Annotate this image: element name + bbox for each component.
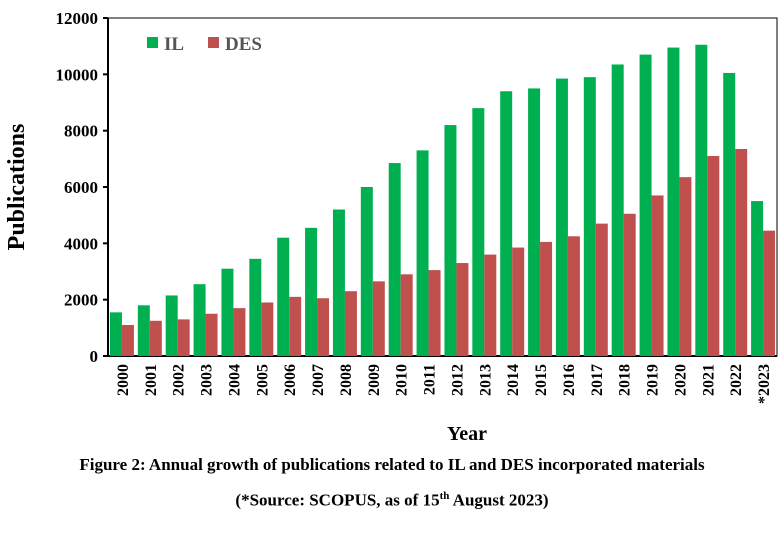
bar-il-2019 [639,54,652,356]
bar-il-2020 [667,47,680,356]
bar-chart: 0 2000 4000 6000 8000 10000 12000 2000 2001 2002 2… [4,9,778,445]
bar-des-2014 [512,247,525,356]
source-superscript: th [439,490,450,502]
x-tick-label: 2007 [310,364,327,396]
bar-des-2008 [344,291,357,356]
bar-des-2022 [735,148,748,356]
bar-il-2013 [472,108,485,356]
bar-des-2000 [121,325,134,356]
x-tick-label: 2017 [589,364,606,396]
x-tick-label: 2011 [422,364,439,395]
y-tick-label: 2000 [64,291,98,310]
x-tick-label: 2013 [477,364,494,396]
bar-des-2012 [456,263,469,356]
x-tick-label: 2001 [143,364,160,396]
bar-des-2003 [205,313,218,356]
legend-label-il: IL [164,34,184,55]
y-axis-label: Publications [4,124,30,251]
bar-il-2022 [723,72,736,357]
bar-il-2005 [249,258,262,356]
x-tick-label: 2009 [366,364,383,396]
bar-il-2016 [555,78,568,356]
x-tick-label: 2021 [700,364,717,396]
bar-il-2018 [611,64,624,356]
y-tick-label: 6000 [64,178,98,197]
bar-il-2008 [332,209,345,356]
x-tick-label: 2014 [505,364,522,396]
x-tick-label: 2015 [533,364,550,396]
bar-des-2001 [149,320,162,356]
bar-des-2011 [428,270,441,356]
x-tick-label: 2000 [115,364,132,396]
bar-des-2002 [177,319,190,356]
bar-il-2007 [305,227,318,356]
x-tick-label: 2002 [171,364,188,396]
x-tick-label: 2006 [282,364,299,396]
bar-des-2016 [567,236,580,356]
bar-des-2013 [484,254,497,356]
bar-il-2014 [500,91,513,356]
y-tick-label: 10000 [56,65,99,84]
bar-il-2011 [416,150,429,356]
bar-il-2001 [137,305,150,356]
bar-des-2018 [623,213,636,356]
bar-des-2017 [595,223,608,356]
bar-il-2002 [165,295,178,356]
legend-swatch-il [147,37,158,48]
x-tick-label: 2016 [561,364,578,396]
x-axis-label: Year [447,423,487,445]
bar-des-2020 [679,177,692,356]
bar-des-2006 [289,296,302,356]
y-tick-label: 4000 [64,234,98,253]
source-text: (*Source: SCOPUS, as of 15 [235,490,440,510]
x-tick-label: 2005 [254,364,271,396]
legend-label-des: DES [225,34,262,55]
x-tick-label: 2008 [338,364,355,396]
legend-swatch-des [208,37,219,48]
bar-des-2023 [763,230,776,356]
source-text-end: August 2023) [449,490,549,510]
bar-il-2009 [360,187,373,356]
bar-des-2009 [372,281,385,356]
bar-des-2010 [400,274,413,356]
y-tick-label: 8000 [64,122,98,141]
bar-des-2005 [261,302,274,356]
bar-il-2021 [695,44,708,357]
bar-des-2019 [651,195,664,356]
y-tick-label: 12000 [56,9,99,28]
bar-il-2003 [193,284,206,356]
source-note: (*Source: SCOPUS, as of 15th August 2023… [0,490,784,511]
x-tick-label: 2018 [617,364,634,396]
bar-il-2015 [528,88,541,357]
bar-il-2017 [583,77,596,357]
figure-caption: Figure 2: Annual growth of publications … [79,455,705,474]
x-tick-label: 2022 [728,364,745,396]
bar-il-2000 [109,312,122,356]
x-tick-label: 2003 [199,364,216,396]
bar-il-2023 [751,201,764,356]
x-tick-label: 2019 [645,364,662,396]
x-tick-label: 2020 [672,364,689,396]
bar-des-2015 [540,241,553,356]
bar-il-2010 [388,163,401,356]
x-tick-label: 2004 [226,364,243,396]
bar-des-2007 [317,298,330,356]
x-tick-label: 2010 [394,364,411,396]
bar-il-2006 [277,237,290,356]
bar-il-2004 [221,268,234,356]
x-tick-label: *2023 [756,364,773,404]
y-tick-label: 0 [90,347,99,366]
bar-des-2021 [707,156,720,356]
bar-des-2004 [233,308,246,356]
bar-il-2012 [444,125,457,357]
x-tick-label: 2012 [449,364,466,396]
